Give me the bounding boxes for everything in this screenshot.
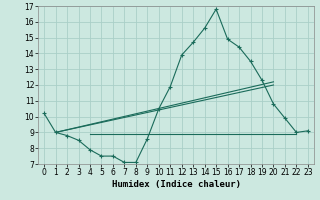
X-axis label: Humidex (Indice chaleur): Humidex (Indice chaleur) bbox=[111, 180, 241, 189]
